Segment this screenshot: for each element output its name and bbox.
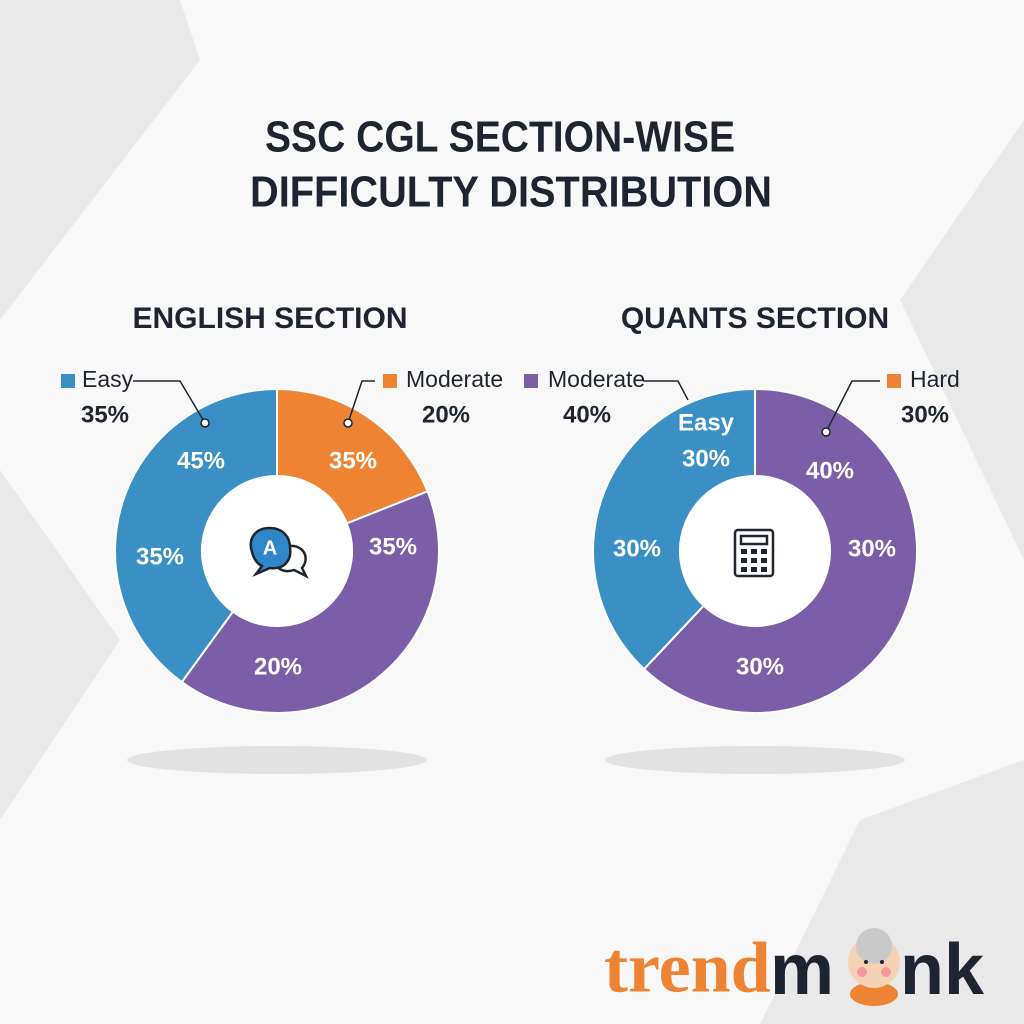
title: DIFFICULTY DISTRIBUTION [250,168,772,217]
charts: ENGLISH SECTION 35% 35% 20% 45% 35% Easy 35% Mod… [61,302,960,714]
icon-speech [249,526,309,579]
callout-line [347,380,375,424]
legend-swatch [383,374,397,388]
icon-calculator [733,528,775,578]
segment-label: 35% [136,543,184,570]
icon-text: A [263,537,277,559]
callout-name: Easy [82,366,134,392]
segment-label: 35% [329,447,377,474]
section-title: ENGLISH SECTION [132,302,407,335]
callout-dot [343,418,353,428]
legend-swatch [887,374,901,388]
callout-name: Hard [910,366,960,392]
logo-text: trend [604,928,771,1008]
callout-name: Moderate [406,366,503,392]
segment-label: 45% [177,447,225,474]
segment-label: Easy [678,409,735,436]
segment-label: 35% [369,533,417,560]
shadow [127,746,427,774]
segment-label: 30% [613,535,661,562]
segment-label: 30% [682,445,730,472]
callout-name: Moderate [548,366,645,392]
logo-text: nk [900,930,985,1010]
callout-value: 30% [901,401,949,428]
section-title: QUANTS SECTION [621,302,889,335]
legend-swatch [61,374,75,388]
callout-line [825,380,880,433]
callout-line [643,380,689,401]
callout-dot [200,418,210,428]
legend-swatch [524,374,538,388]
callout-value: 40% [563,401,611,428]
logo-face [848,928,900,1006]
callout-dot [821,427,831,437]
callout-line [133,380,206,424]
callout-value: 35% [81,401,129,428]
title: SSC CGL SECTION-WISE [265,113,735,162]
callout-value: 20% [422,401,470,428]
segment-label: 40% [806,457,854,484]
segment-label: 30% [848,535,896,562]
segment-label: 20% [254,653,302,680]
segment-label: 30% [736,653,784,680]
logo-text: m [770,930,834,1010]
shadow [605,746,905,774]
